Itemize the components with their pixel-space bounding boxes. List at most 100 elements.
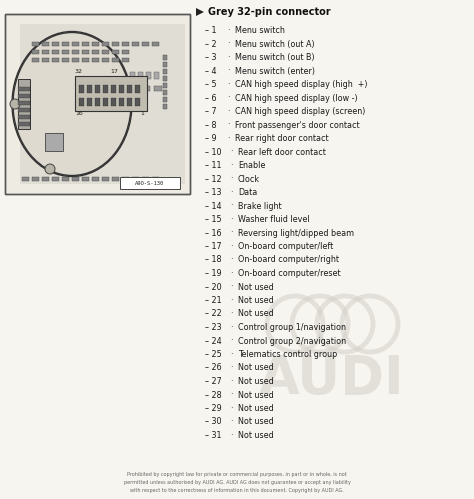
Text: – 8: – 8 [205, 120, 217, 130]
Text: ·: · [230, 175, 233, 184]
Text: – 29: – 29 [205, 404, 222, 413]
Text: Washer fluid level: Washer fluid level [238, 215, 310, 224]
Text: – 21: – 21 [205, 296, 222, 305]
Text: – 5: – 5 [205, 80, 217, 89]
Bar [82, 177, 89, 181]
Bar [52, 177, 59, 181]
Bar [82, 50, 89, 54]
Text: ·: · [230, 148, 233, 157]
Bar [102, 50, 109, 54]
Bar [18, 108, 30, 112]
Bar [18, 115, 30, 119]
Bar [42, 58, 49, 62]
Bar [119, 98, 124, 106]
Bar [87, 98, 92, 106]
Bar [163, 69, 167, 74]
Text: – 1: – 1 [205, 26, 217, 35]
Text: – 9: – 9 [205, 134, 217, 143]
Text: CAN high speed display (low -): CAN high speed display (low -) [235, 93, 357, 102]
Text: Not used: Not used [238, 296, 274, 305]
Bar [154, 72, 159, 79]
Bar [92, 42, 99, 46]
Text: ·: · [227, 66, 229, 75]
Bar [120, 177, 180, 189]
Bar [152, 42, 159, 46]
Bar [82, 42, 89, 46]
Text: – 24: – 24 [205, 336, 222, 345]
Text: – 18: – 18 [205, 255, 221, 264]
Text: ·: · [230, 377, 233, 386]
Text: On-board computer/reset: On-board computer/reset [238, 269, 341, 278]
Bar [62, 177, 69, 181]
Bar [163, 62, 167, 67]
Bar [132, 177, 139, 181]
Text: Reversing light/dipped beam: Reversing light/dipped beam [238, 229, 354, 238]
Bar [45, 133, 63, 151]
Bar [52, 50, 59, 54]
Bar [32, 177, 39, 181]
Text: – 26: – 26 [205, 363, 222, 372]
Text: ·: · [230, 269, 233, 278]
Bar [32, 50, 39, 54]
Text: ·: · [230, 282, 233, 291]
Text: ·: · [230, 323, 233, 332]
Text: Brake light: Brake light [238, 202, 282, 211]
Text: Rear right door contact: Rear right door contact [235, 134, 328, 143]
Bar [82, 58, 89, 62]
Circle shape [45, 164, 55, 174]
Text: with respect to the correctness of information in this document. Copyright by AU: with respect to the correctness of infor… [130, 488, 344, 493]
Text: – 17: – 17 [205, 242, 222, 251]
Bar [95, 98, 100, 106]
Bar [112, 42, 119, 46]
Text: – 23: – 23 [205, 323, 222, 332]
Bar [20, 24, 185, 184]
Text: ·: · [230, 296, 233, 305]
Text: ·: · [230, 242, 233, 251]
Bar [62, 42, 69, 46]
Bar [130, 86, 138, 91]
Bar [72, 177, 79, 181]
Bar [62, 58, 69, 62]
Bar [142, 42, 149, 46]
Text: ·: · [230, 188, 233, 197]
Text: ·: · [230, 350, 233, 359]
Bar [75, 76, 147, 111]
Bar [142, 177, 149, 181]
Text: Not used: Not used [238, 391, 274, 400]
Text: ·: · [230, 309, 233, 318]
Text: Control group 2/navigation: Control group 2/navigation [238, 336, 346, 345]
Text: ·: · [227, 39, 229, 48]
Text: – 15: – 15 [205, 215, 222, 224]
Bar [138, 72, 143, 79]
Bar [163, 76, 167, 81]
Text: ·: · [230, 363, 233, 372]
Text: Telematics control group: Telematics control group [238, 350, 337, 359]
Text: ·: · [227, 120, 229, 130]
Text: Prohibited by copyright law for private or commercial purposes, in part or in wh: Prohibited by copyright law for private … [127, 472, 347, 477]
Text: – 6: – 6 [205, 93, 217, 102]
Text: – 16: – 16 [205, 229, 221, 238]
Text: ·: · [227, 80, 229, 89]
Text: Menu switch (out A): Menu switch (out A) [235, 39, 315, 48]
Text: – 11: – 11 [205, 161, 221, 170]
Text: A9O-S-130: A9O-S-130 [136, 181, 164, 186]
Bar [79, 98, 84, 106]
Bar [102, 58, 109, 62]
Circle shape [10, 99, 20, 109]
Bar [102, 42, 109, 46]
Text: ·: · [230, 431, 233, 440]
Text: On-board computer/left: On-board computer/left [238, 242, 333, 251]
Bar [52, 42, 59, 46]
Bar [111, 85, 116, 93]
Text: – 7: – 7 [205, 107, 217, 116]
Bar [111, 98, 116, 106]
Text: ·: · [230, 215, 233, 224]
Bar [72, 58, 79, 62]
Bar [154, 86, 162, 91]
Text: Menu switch (out B): Menu switch (out B) [235, 53, 315, 62]
Bar [32, 42, 39, 46]
Text: Menu switch: Menu switch [235, 26, 285, 35]
Text: – 4: – 4 [205, 66, 217, 75]
Text: ·: · [230, 202, 233, 211]
Bar [135, 98, 140, 106]
